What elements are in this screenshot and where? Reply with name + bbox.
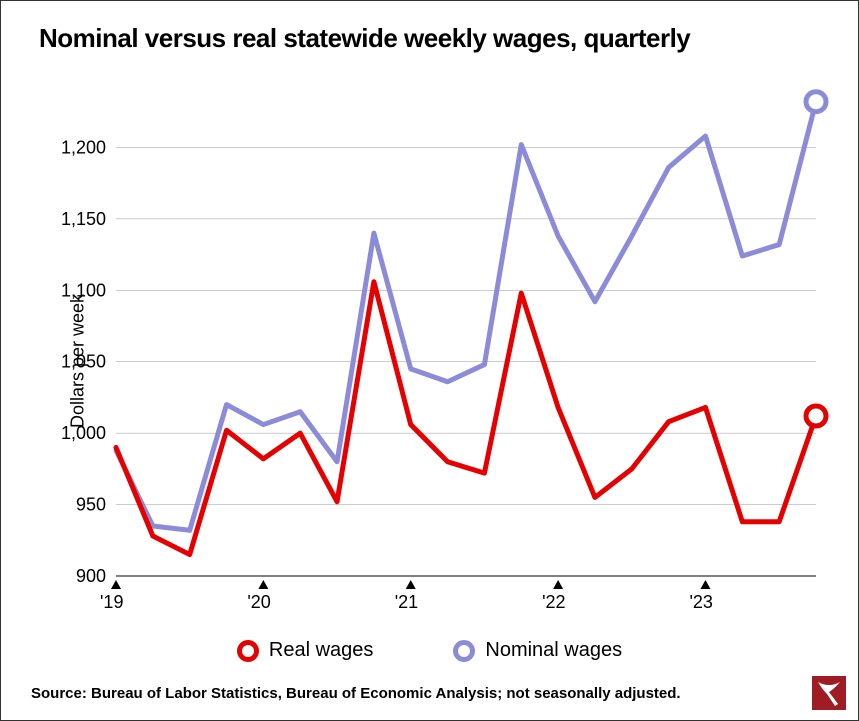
legend-label-real: Real wages: [269, 639, 374, 662]
svg-text:'19: '19: [100, 592, 123, 612]
svg-text:'21: '21: [395, 592, 418, 612]
svg-text:1,150: 1,150: [61, 209, 106, 229]
svg-text:'20: '20: [247, 592, 270, 612]
svg-text:1,100: 1,100: [61, 280, 106, 300]
publication-logo: [812, 676, 846, 710]
svg-text:1,200: 1,200: [61, 137, 106, 157]
svg-text:1,050: 1,050: [61, 352, 106, 372]
chart-container: Nominal versus real statewide weekly wag…: [0, 0, 859, 721]
svg-text:900: 900: [76, 566, 106, 586]
svg-text:'23: '23: [689, 592, 712, 612]
svg-text:950: 950: [76, 495, 106, 515]
legend-marker-real: [237, 640, 259, 662]
svg-text:1,000: 1,000: [61, 423, 106, 443]
pickaxe-icon: [812, 676, 846, 710]
plot-area: 9009501,0001,0501,1001,1501,200 '19'20'2…: [116, 76, 816, 576]
x-tick-labels: '19 '20 '21 '22 '23: [100, 592, 713, 612]
legend-item-real: Real wages: [237, 639, 374, 662]
x-tick-marks: [111, 580, 710, 589]
chart-title: Nominal versus real statewide weekly wag…: [39, 23, 690, 54]
legend-item-nominal: Nominal wages: [453, 639, 622, 662]
legend-label-nominal: Nominal wages: [485, 639, 622, 662]
svg-text:'22: '22: [542, 592, 565, 612]
legend: Real wages Nominal wages: [1, 639, 858, 662]
legend-marker-nominal: [453, 640, 475, 662]
source-text: Source: Bureau of Labor Statistics, Bure…: [31, 685, 681, 702]
chart-svg: 9009501,0001,0501,1001,1501,200 '19'20'2…: [116, 76, 816, 576]
gridlines: [116, 147, 816, 576]
y-tick-labels: 900 950 1,000 1,050 1,100 1,150 1,200: [61, 137, 106, 586]
nominal-end-marker: [806, 92, 826, 112]
real-end-marker: [806, 406, 826, 426]
